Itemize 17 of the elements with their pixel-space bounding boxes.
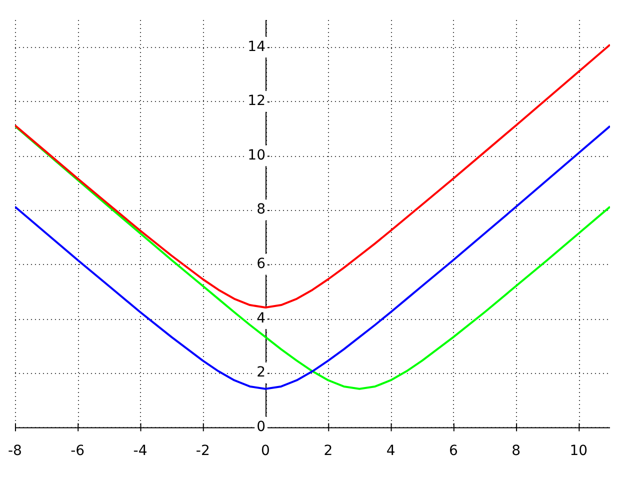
x-tick-label: 4 bbox=[386, 443, 396, 460]
y-tick-label: 10 bbox=[248, 147, 266, 164]
x-tick-label: -4 bbox=[133, 443, 148, 460]
x-tick-label: 2 bbox=[324, 443, 333, 460]
y-tick-label: 2 bbox=[256, 364, 266, 381]
x-tick-label: 6 bbox=[448, 443, 458, 460]
x-tick-label: -2 bbox=[196, 443, 210, 460]
y-tick-label: 8 bbox=[256, 202, 266, 218]
y-tick-label: 0 bbox=[256, 418, 266, 435]
x-tick-label: 10 bbox=[570, 443, 588, 460]
y-tick-label: 12 bbox=[248, 93, 266, 110]
x-tick-label: -8 bbox=[8, 443, 22, 460]
x-tick-label: 8 bbox=[512, 443, 521, 460]
y-tick-label: 6 bbox=[256, 256, 266, 272]
y-tick-label: 14 bbox=[248, 38, 266, 55]
y-tick-label: 4 bbox=[256, 310, 266, 326]
x-tick-label: -6 bbox=[70, 443, 85, 460]
